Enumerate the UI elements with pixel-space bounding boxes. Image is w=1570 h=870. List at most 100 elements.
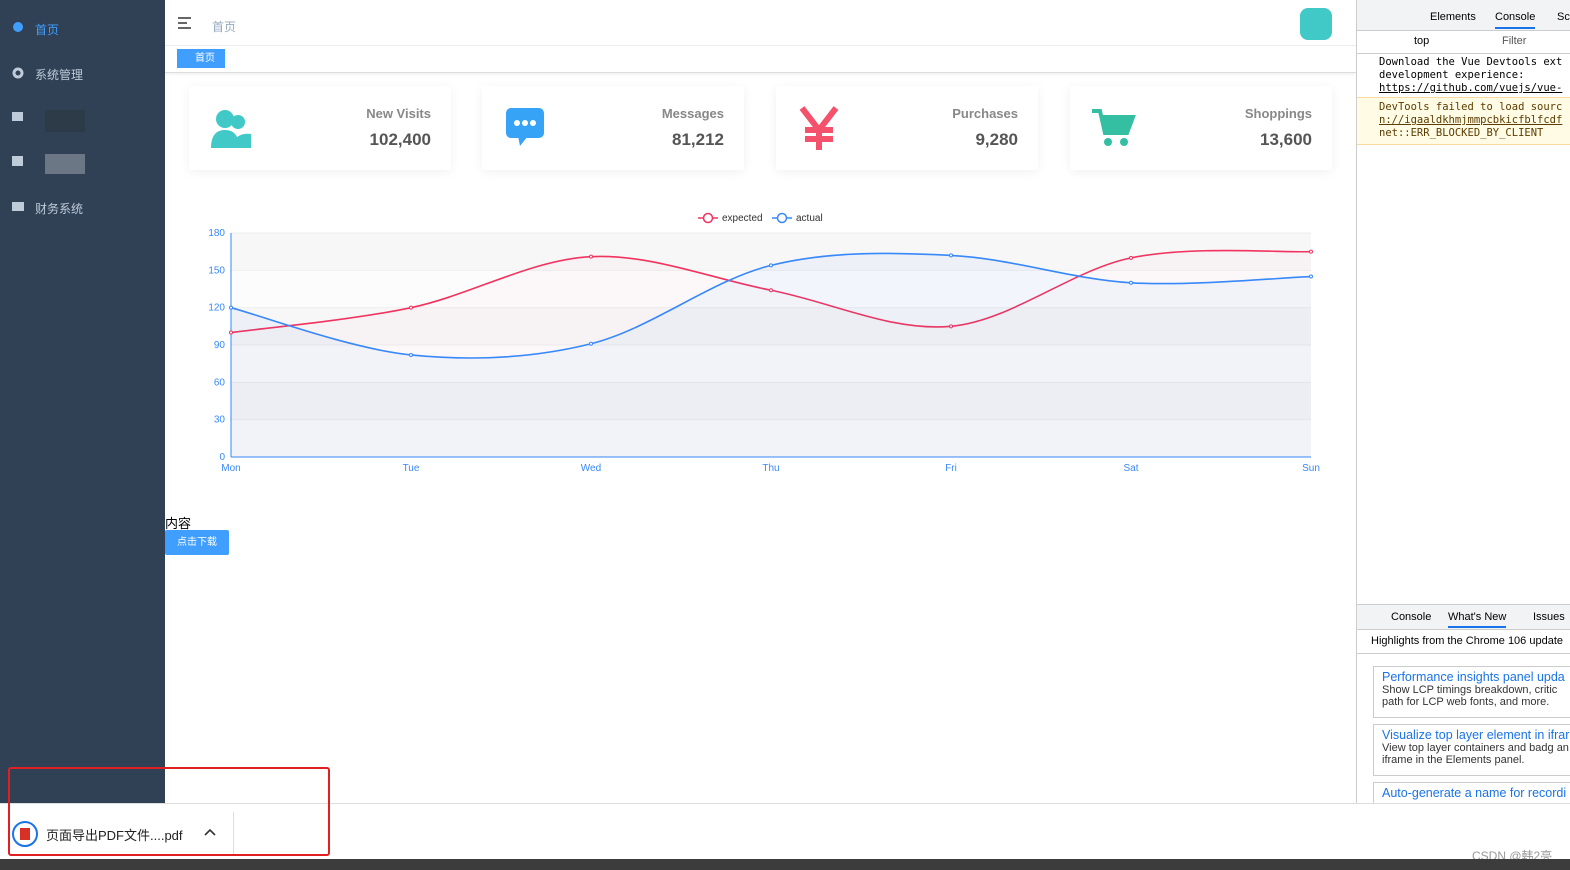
point bbox=[769, 288, 773, 293]
news-desc: Show LCP timings breakdown, critic path … bbox=[1382, 684, 1558, 708]
console-toolbar: top Filter bbox=[1357, 31, 1570, 54]
tab[interactable]: What's New bbox=[1448, 611, 1507, 628]
message: net::ERR_BLOCKED_BY_CLIENT bbox=[1379, 127, 1544, 139]
download-file[interactable]: 页面导出PDF文件....pdf bbox=[46, 828, 183, 843]
highlights: Highlights from the Chrome 106 update bbox=[1371, 635, 1563, 647]
news-item[interactable]: Auto-generate a name for recordi bbox=[1373, 782, 1570, 803]
point bbox=[1129, 280, 1133, 285]
news-item[interactable]: Visualize top layer element in ifrar View… bbox=[1373, 724, 1570, 776]
message: development experience: bbox=[1379, 69, 1525, 81]
tag[interactable]: 首页 bbox=[177, 49, 225, 68]
download-button[interactable]: 点击下载 bbox=[165, 530, 229, 555]
navbar: 首页 bbox=[165, 0, 1356, 46]
content-text: 内容 bbox=[165, 516, 192, 531]
icon bbox=[506, 108, 544, 146]
blurred bbox=[45, 110, 85, 132]
card-label: Purchases bbox=[952, 106, 1018, 121]
avatar[interactable] bbox=[1300, 8, 1332, 40]
tab[interactable]: Console bbox=[1495, 11, 1536, 29]
icon bbox=[12, 112, 23, 121]
card-label: Shoppings bbox=[1244, 106, 1312, 121]
message[interactable]: https://github.com/vuejs/vue- bbox=[1379, 82, 1563, 94]
divider bbox=[1357, 653, 1570, 654]
x-tick-label: Sun bbox=[1302, 463, 1320, 474]
point bbox=[589, 341, 593, 346]
icon bbox=[799, 106, 839, 150]
highlight-box bbox=[8, 767, 330, 856]
warning bbox=[1357, 97, 1570, 145]
taskbar bbox=[0, 859, 1570, 870]
line-chart: 0 30 60 90 120 150 180 Mon Tue Wed Thu Fri Sat Sun exp… bbox=[208, 212, 1320, 474]
y-tick-label: 30 bbox=[214, 415, 226, 426]
point bbox=[1129, 255, 1133, 260]
area bbox=[231, 253, 1311, 457]
tab[interactable]: Issues bbox=[1533, 611, 1565, 623]
hamburger[interactable] bbox=[178, 17, 191, 29]
icon bbox=[12, 156, 23, 166]
filter[interactable]: Filter bbox=[1502, 35, 1527, 47]
news-desc: View top layer containers and badg an if… bbox=[1382, 742, 1569, 766]
icon bbox=[1092, 109, 1136, 146]
point bbox=[229, 330, 233, 335]
grid-band bbox=[231, 382, 1311, 420]
x-tick-label: Fri bbox=[945, 463, 957, 474]
message[interactable]: n://igaaldkhmjmmpcbkicfblfcdf bbox=[1379, 114, 1563, 126]
legend-label: expected bbox=[722, 213, 763, 224]
pdf-icon bbox=[12, 821, 38, 847]
message: Download the Vue Devtools ext bbox=[1379, 56, 1563, 68]
card[interactable]: New Visits 102,400 bbox=[189, 86, 451, 170]
sidebar: 首页 系统管理 财务系统 bbox=[0, 0, 165, 803]
card-label: New Visits bbox=[366, 106, 431, 121]
card-value: 102,400 bbox=[369, 130, 431, 149]
x-tick-label: Wed bbox=[581, 463, 601, 474]
y-tick-label: 120 bbox=[208, 303, 225, 314]
grid-band bbox=[231, 345, 1311, 383]
legend-marker bbox=[776, 212, 788, 224]
icon bbox=[211, 110, 251, 148]
devtools-tabs: Elements Console Sc bbox=[1357, 0, 1570, 31]
download-bar: 页面导出PDF文件....pdf CSDN @韩2亮 bbox=[0, 803, 1570, 863]
point bbox=[589, 254, 593, 259]
card-value: 81,212 bbox=[672, 130, 724, 149]
news-title: Performance insights panel upda bbox=[1382, 670, 1565, 684]
icon bbox=[12, 202, 24, 211]
point bbox=[1309, 274, 1313, 279]
y-tick-label: 150 bbox=[208, 265, 225, 276]
menu-item[interactable]: 系统管理 bbox=[35, 68, 84, 82]
legend-marker bbox=[702, 212, 714, 224]
x-tick-label: Sat bbox=[1123, 463, 1138, 474]
card[interactable]: Messages 81,212 bbox=[482, 86, 744, 170]
card[interactable]: Purchases 9,280 bbox=[776, 86, 1038, 170]
y-tick-label: 0 bbox=[219, 452, 225, 463]
point bbox=[949, 324, 953, 329]
x-tick-label: Tue bbox=[403, 463, 420, 474]
y-tick-label: 90 bbox=[214, 340, 226, 351]
context[interactable]: top bbox=[1414, 35, 1430, 47]
breadcrumb: 首页 bbox=[212, 20, 237, 34]
news-item[interactable]: Performance insights panel upda Show LCP … bbox=[1373, 666, 1570, 718]
point bbox=[1309, 249, 1313, 254]
y-tick-label: 60 bbox=[214, 377, 226, 388]
tab[interactable]: Sc bbox=[1557, 11, 1570, 23]
news-title: Auto-generate a name for recordi bbox=[1382, 786, 1567, 800]
x-tick-label: Thu bbox=[762, 463, 779, 474]
menu-item[interactable]: 首页 bbox=[35, 23, 60, 37]
grid-band bbox=[231, 419, 1311, 457]
card-label: Messages bbox=[661, 106, 724, 121]
chevron[interactable] bbox=[204, 828, 216, 836]
point bbox=[409, 352, 413, 357]
tab[interactable]: Elements bbox=[1430, 11, 1476, 23]
x-tick-label: Mon bbox=[221, 463, 240, 474]
point bbox=[769, 263, 773, 268]
card[interactable]: Shoppings 13,600 bbox=[1070, 86, 1332, 170]
news-title: Visualize top layer element in ifrar bbox=[1382, 728, 1570, 742]
grid-band bbox=[231, 307, 1311, 345]
card-value: 13,600 bbox=[1260, 130, 1312, 149]
tab[interactable]: Console bbox=[1391, 611, 1432, 623]
icon bbox=[12, 67, 24, 79]
icon bbox=[13, 22, 23, 32]
blurred bbox=[45, 154, 85, 174]
menu-item[interactable]: 财务系统 bbox=[35, 202, 84, 216]
divider bbox=[233, 812, 234, 854]
